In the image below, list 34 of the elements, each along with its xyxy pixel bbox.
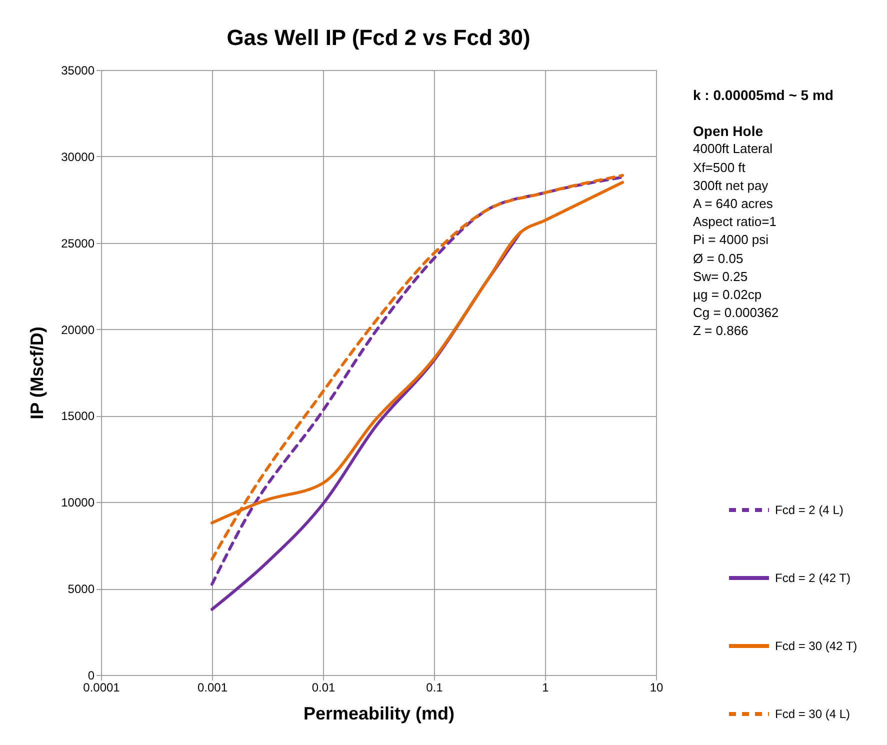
y-tick-label: 25000 xyxy=(61,236,95,250)
legend-label: Fcd = 30 (4 L) xyxy=(775,707,850,721)
y-axis-title: IP (Mscf/D) xyxy=(27,326,48,420)
text: Sw= 0.25 xyxy=(693,268,749,286)
x-tick-label: 10 xyxy=(650,680,664,694)
y-tick-label: 35000 xyxy=(61,64,95,78)
text: Xf=500 ft xyxy=(693,158,746,177)
text: Pi = 4000 psi xyxy=(693,231,770,250)
text: Open Hole xyxy=(693,122,764,140)
chart-title: Gas Well IP (Fcd 2 vs Fcd 30) xyxy=(226,25,530,50)
text: µg = 0.02cp xyxy=(693,286,763,304)
y-tick-label: 15000 xyxy=(61,409,95,424)
y-tick-label: 5000 xyxy=(68,582,95,596)
y-tick-label: 20000 xyxy=(61,322,95,337)
x-tick-label: 0.01 xyxy=(312,680,336,694)
x-tick-label: 0.0001 xyxy=(83,680,120,694)
text: Z = 0.866 xyxy=(693,322,750,340)
x-axis-title: Permeability (md) xyxy=(303,704,455,724)
text: Cg = 0.000362 xyxy=(693,304,780,322)
legend-label: Fcd = 2 (42 T) xyxy=(775,571,850,585)
y-tick-label: 10000 xyxy=(61,496,95,510)
x-tick-label: 1 xyxy=(542,680,550,694)
legend-label: Fcd = 2 (4 L) xyxy=(775,503,844,517)
text: 300ft net pay xyxy=(693,176,770,195)
x-tick-label: 0.1 xyxy=(426,680,444,694)
text: A = 640 acres xyxy=(693,195,774,214)
legend-label: Fcd = 30 (42 T) xyxy=(775,639,858,653)
text: k : 0.00005md ~ 5 md xyxy=(693,86,834,104)
text: Aspect ratio=1 xyxy=(693,213,778,232)
text: Ø = 0.05 xyxy=(693,250,744,268)
text: 4000ft Lateral xyxy=(693,140,774,158)
x-tick-label: 0.001 xyxy=(197,680,228,694)
y-tick-label: 30000 xyxy=(61,150,95,164)
y-tick-label: 0 xyxy=(88,668,95,682)
